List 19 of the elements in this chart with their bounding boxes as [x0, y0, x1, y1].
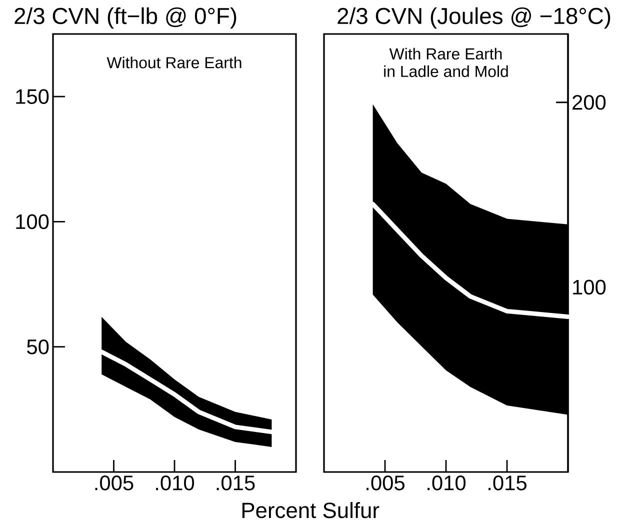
x-tick-label: .005 [95, 476, 134, 490]
line-series [99, 350, 274, 434]
y2-tick-label: 200 [572, 94, 606, 110]
annotation: With Rare Earth [389, 48, 502, 60]
y2-axis-title: 2/3 CVN (Joules @ −18°C) [338, 7, 610, 29]
y2-tick-label: 100 [573, 280, 606, 295]
annotation: in Ladle and Mold [384, 65, 508, 78]
x-tick-label: .005 [366, 476, 404, 490]
x-tick-label: .010 [156, 476, 194, 490]
y-tick-label: 150 [16, 89, 49, 104]
x-tick-label: .015 [488, 476, 526, 490]
x-tick-label: .010 [428, 476, 466, 490]
line-series [370, 202, 570, 320]
y-axis-title: 2/3 CVN (ft−lb @ 0°F) [14, 7, 236, 29]
x-tick-label: .015 [216, 476, 255, 490]
annotation: Without Rare Earth [106, 56, 242, 68]
x-axis-title: Percent Sulfur [242, 502, 380, 518]
y-tick-label: 100 [16, 214, 49, 230]
y-tick-label: 50 [27, 339, 49, 354]
